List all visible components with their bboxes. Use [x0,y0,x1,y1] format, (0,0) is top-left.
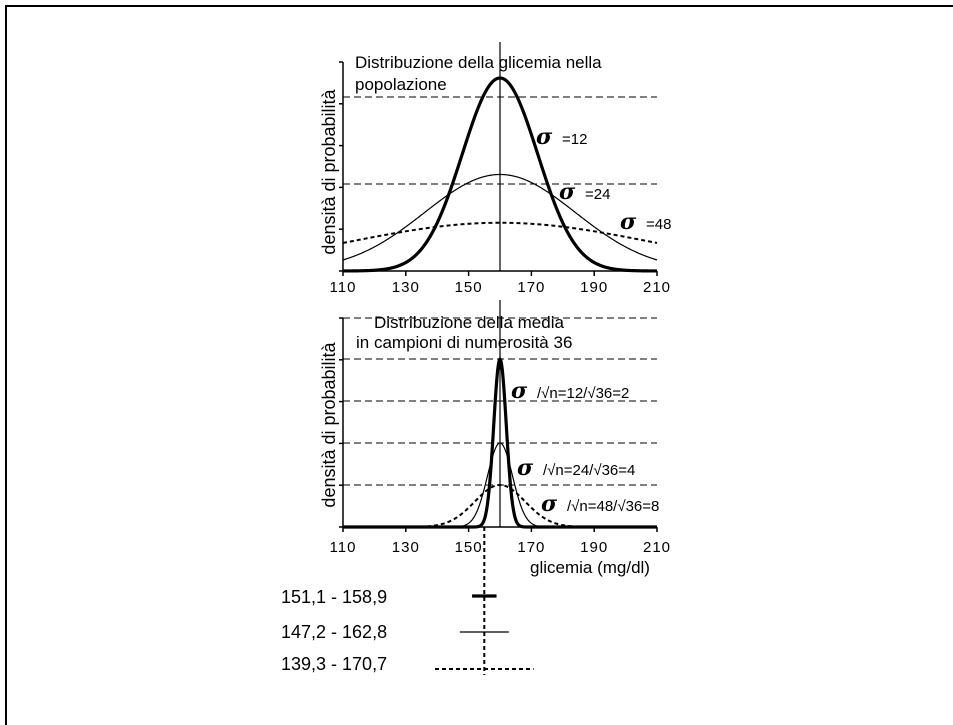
x-tick-label: 190 [580,539,608,556]
sigma-symbol: σ [536,124,553,150]
sigma-value: =48 [646,216,671,233]
sigma-symbol: σ [517,455,534,481]
bottom-x-axis-label: glicemia (mg/dl) [530,558,650,577]
top-series-label-sd12: σ =12 [536,124,587,150]
interval-label-1: 151,1 - 158,9 [281,587,387,607]
bottom-title-line-2: in campioni di numerosità 36 [356,333,572,352]
figure-frame [5,5,953,725]
top-title-line-2: popolazione [355,75,447,94]
bottom-y-axis-label: densità di probabilità [319,341,339,507]
interval-label-2: 147,2 - 162,8 [281,622,387,642]
top-series-label-sd48: σ =48 [620,209,671,235]
bottom-series-label-sd8: σ /√n=48/√36=8 [541,491,659,517]
top-series-label-sd24: σ =24 [559,179,610,205]
x-tick-label: 150 [455,539,483,556]
x-tick-label: 110 [330,279,357,296]
interval-label-3: 139,3 - 170,7 [281,654,387,674]
x-tick-label: 210 [643,279,671,296]
x-tick-label: 170 [517,539,545,556]
sigma-value: =12 [562,131,587,148]
sigma-symbol: σ [620,209,637,235]
sigma-value: /√n=24/√36=4 [543,462,635,479]
x-tick-label: 210 [643,539,671,556]
x-tick-label: 150 [455,279,483,296]
bottom-series-label-sd2: σ /√n=12/√36=2 [511,378,629,404]
sigma-symbol: σ [541,491,558,517]
top-y-axis-label: densità di probabilità [319,88,339,254]
x-tick-label: 190 [580,279,608,296]
sigma-value: /√n=12/√36=2 [537,385,629,402]
sigma-symbol: σ [511,378,528,404]
x-tick-label: 130 [392,539,420,556]
x-tick-label: 170 [517,279,545,296]
bottom-title-line-1: Distribuzione della media [374,313,564,332]
bottom-series-label-sd4: σ /√n=24/√36=4 [517,455,635,481]
x-tick-label: 130 [392,279,420,296]
sigma-value: /√n=48/√36=8 [567,498,659,515]
sigma-symbol: σ [559,179,576,205]
sigma-value: =24 [585,186,610,203]
top-title-line-1: Distribuzione della glicemia nella [355,53,602,72]
x-tick-label: 110 [330,539,357,556]
